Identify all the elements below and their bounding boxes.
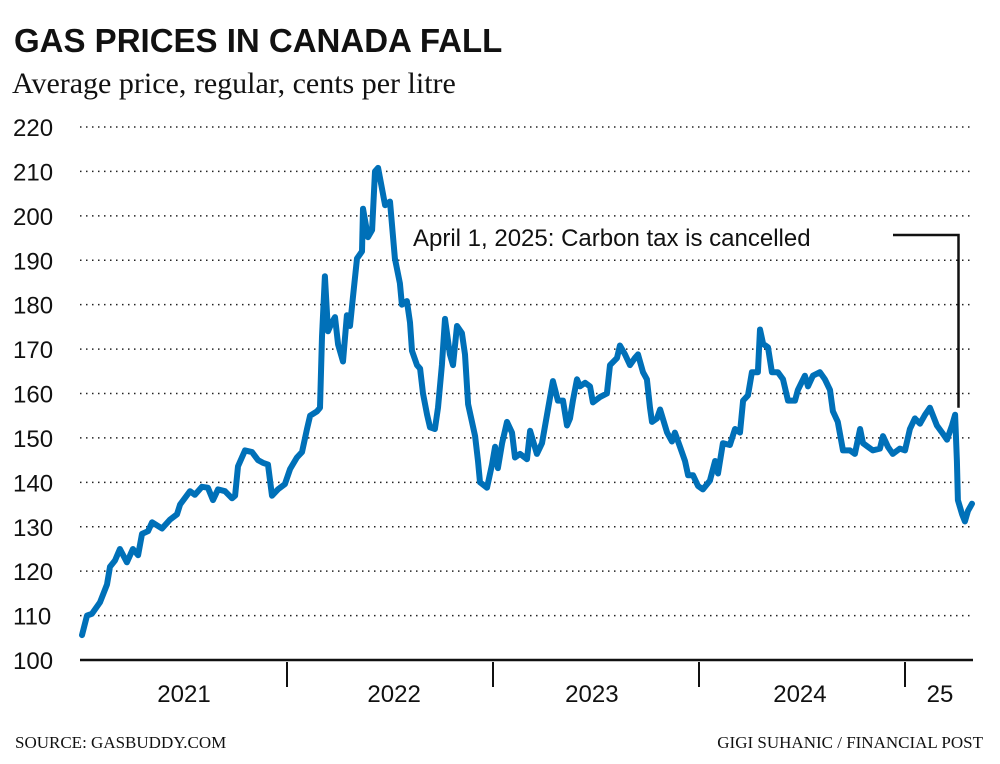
y-tick-label: 210 (13, 159, 53, 186)
source-note: SOURCE: GASBUDDY.COM (15, 733, 226, 752)
y-tick-label: 170 (13, 337, 53, 364)
y-tick-label: 160 (13, 382, 53, 409)
y-tick-label: 150 (13, 426, 53, 453)
y-tick-label: 140 (13, 470, 53, 497)
chart-title: GAS PRICES IN CANADA FALL (14, 22, 502, 59)
y-tick-label: 200 (13, 204, 53, 231)
x-tick-label: 2022 (367, 681, 420, 708)
y-tick-label: 190 (13, 248, 53, 275)
chart-subtitle: Average price, regular, cents per litre (12, 67, 456, 100)
x-axis-ticks: 2021 2022 2023 2024 25 (157, 662, 953, 708)
x-tick-label: 2024 (773, 681, 826, 708)
annotation-leader-line (893, 233, 960, 408)
annotation-text: April 1, 2025: Carbon tax is cancelled (413, 225, 811, 252)
y-axis-ticks: 100 110 120 130 140 150 160 170 180 190 200 210 220 (13, 115, 53, 675)
series-line-gas-price (79, 164, 975, 639)
x-tick-label: 25 (927, 681, 954, 708)
annotation-carbon-tax: April 1, 2025: Carbon tax is cancelled (413, 225, 960, 408)
x-tick-label: 2023 (565, 681, 618, 708)
y-tick-label: 110 (13, 604, 51, 631)
y-tick-label: 130 (13, 515, 53, 542)
y-tick-label: 100 (13, 648, 53, 675)
y-tick-label: 120 (13, 559, 53, 586)
y-tick-label: 220 (13, 115, 53, 142)
x-tick-label: 2021 (157, 681, 210, 708)
gridlines (80, 126, 973, 617)
y-tick-label: 180 (13, 293, 53, 320)
credit-note: GIGI SUHANIC / FINANCIAL POST (717, 733, 983, 752)
